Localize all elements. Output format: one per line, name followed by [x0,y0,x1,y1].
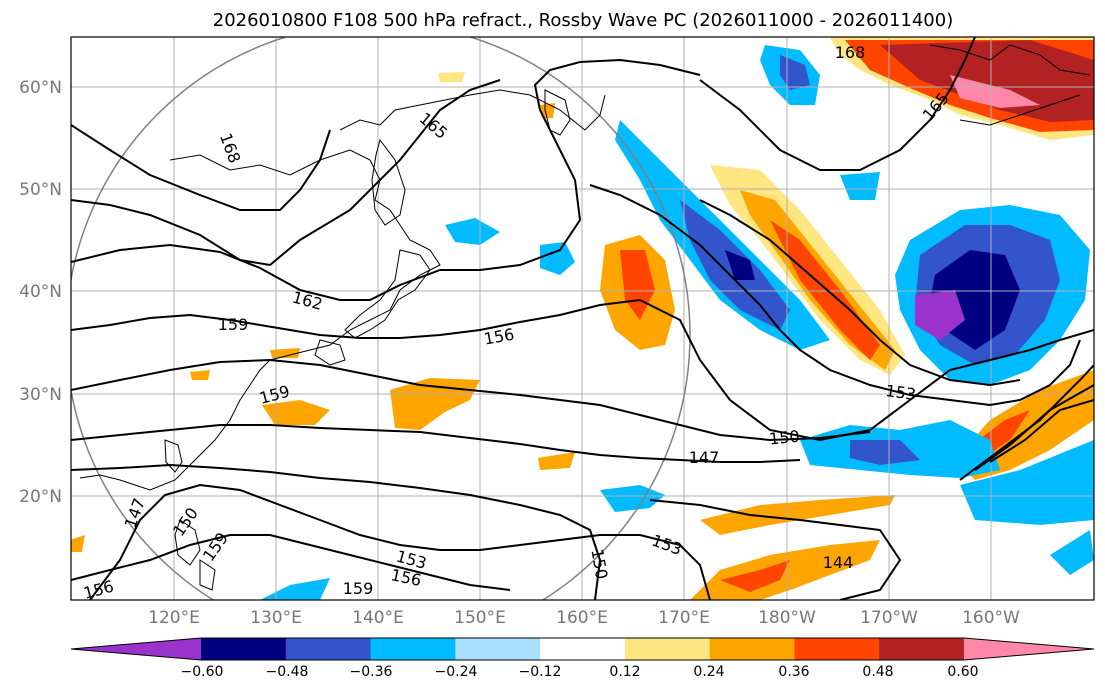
shade-negative-sw [260,578,330,600]
latitude-axis: 60°N 50°N 40°N 30°N 20°N [19,78,62,507]
colorbar-tick-label: −0.12 [519,664,562,680]
shade-positive-small [540,103,555,118]
contour-label: 144 [823,553,854,572]
colorbar-segment [455,638,541,660]
colorbar-extend-min [71,638,201,660]
colorbar-segment [624,638,711,660]
lat-tick-label: 60°N [19,78,62,98]
shade-negative-sw [540,242,575,275]
shade-positive-small [438,72,465,82]
colorbar [70,637,1095,661]
colorbar-tick-label: 0.36 [778,664,809,680]
shade-negative-band [725,250,755,280]
colorbar-tick-label: 0.48 [862,664,893,680]
colorbar-segment [540,638,626,660]
colorbar-extend-max [964,638,1094,660]
contour-label: 156 [81,577,115,603]
longitude-axis: 120°E 130°E 140°E 150°E 160°E 170°E 180°… [148,608,1020,628]
lat-tick-label: 30°N [19,385,62,405]
contour-label: 147 [689,448,720,467]
map-title: 2026010800 F108 500 hPa refract., Rossby… [213,10,954,31]
lat-tick-label: 50°N [19,180,62,200]
shade-positive-small [270,348,300,358]
shade-positive-small [190,370,210,380]
lat-tick-label: 20°N [19,487,62,507]
map-frame [70,36,1095,601]
coastlines [79,44,1091,591]
shade-negative-sw [600,485,665,512]
colorbar-tick-label: 0.60 [947,664,978,680]
shade-positive-band [770,220,880,360]
shaded-anomalies [71,37,1094,600]
contour-label: 159 [343,579,374,598]
shade-negative-large [915,290,965,340]
lon-tick-label: 120°E [148,608,200,628]
contour-label: 159 [218,315,249,334]
lon-tick-label: 140°E [352,608,404,628]
shade-positive-ne [880,40,1094,122]
lon-tick-label: 150°E [454,608,506,628]
shade-negative-sw [445,218,500,245]
colorbar-segment [285,638,372,660]
colorbar-tick-label: −0.60 [181,664,224,680]
shade-positive-blob [390,378,480,430]
colorbar-ticks: −0.60 −0.48 −0.36 −0.24 −0.12 0.12 0.24 … [181,664,979,680]
lon-tick-label: 180°W [758,608,816,628]
colorbar-tick-label: 0.12 [609,664,640,680]
contour-lines [71,37,1094,600]
colorbar-segment [794,638,880,660]
colorbar-tick-label: −0.36 [350,664,393,680]
colorbar-segment [370,638,456,660]
colorbar-tick-label: −0.24 [435,664,478,680]
shade-negative-south [850,440,920,465]
shade-negative-south [960,440,1094,525]
map-plot-area: 168 165 168 162 159 156 159 153 150 147 … [71,37,1094,603]
shade-positive-blob [262,400,330,425]
lon-tick-label: 160°W [962,608,1020,628]
contour-label: 153 [884,381,917,404]
lat-tick-label: 40°N [19,282,62,302]
gridlines [71,37,1094,600]
contour-label: 150 [768,426,800,448]
colorbar-segment [879,638,965,660]
shade-positive-south [700,495,895,535]
shade-positive-ne [950,75,1040,108]
colorbar-segment [709,638,795,660]
shade-positive-south [720,560,790,592]
contour-label: 168 [835,43,866,62]
shade-negative-sw [1050,530,1094,575]
shade-positive-small [538,452,575,470]
colorbar-tick-label: −0.48 [266,664,309,680]
colorbar-outline [70,637,1095,661]
reference-circle [71,37,691,600]
lon-tick-label: 160°E [556,608,608,628]
colorbar-tick-label: 0.24 [693,664,724,680]
lon-tick-label: 170°W [860,608,918,628]
lon-tick-label: 130°E [250,608,302,628]
shade-positive-small [71,535,85,552]
colorbar-segment [201,638,287,660]
shade-negative-sw [840,172,880,200]
lon-tick-label: 170°E [658,608,710,628]
